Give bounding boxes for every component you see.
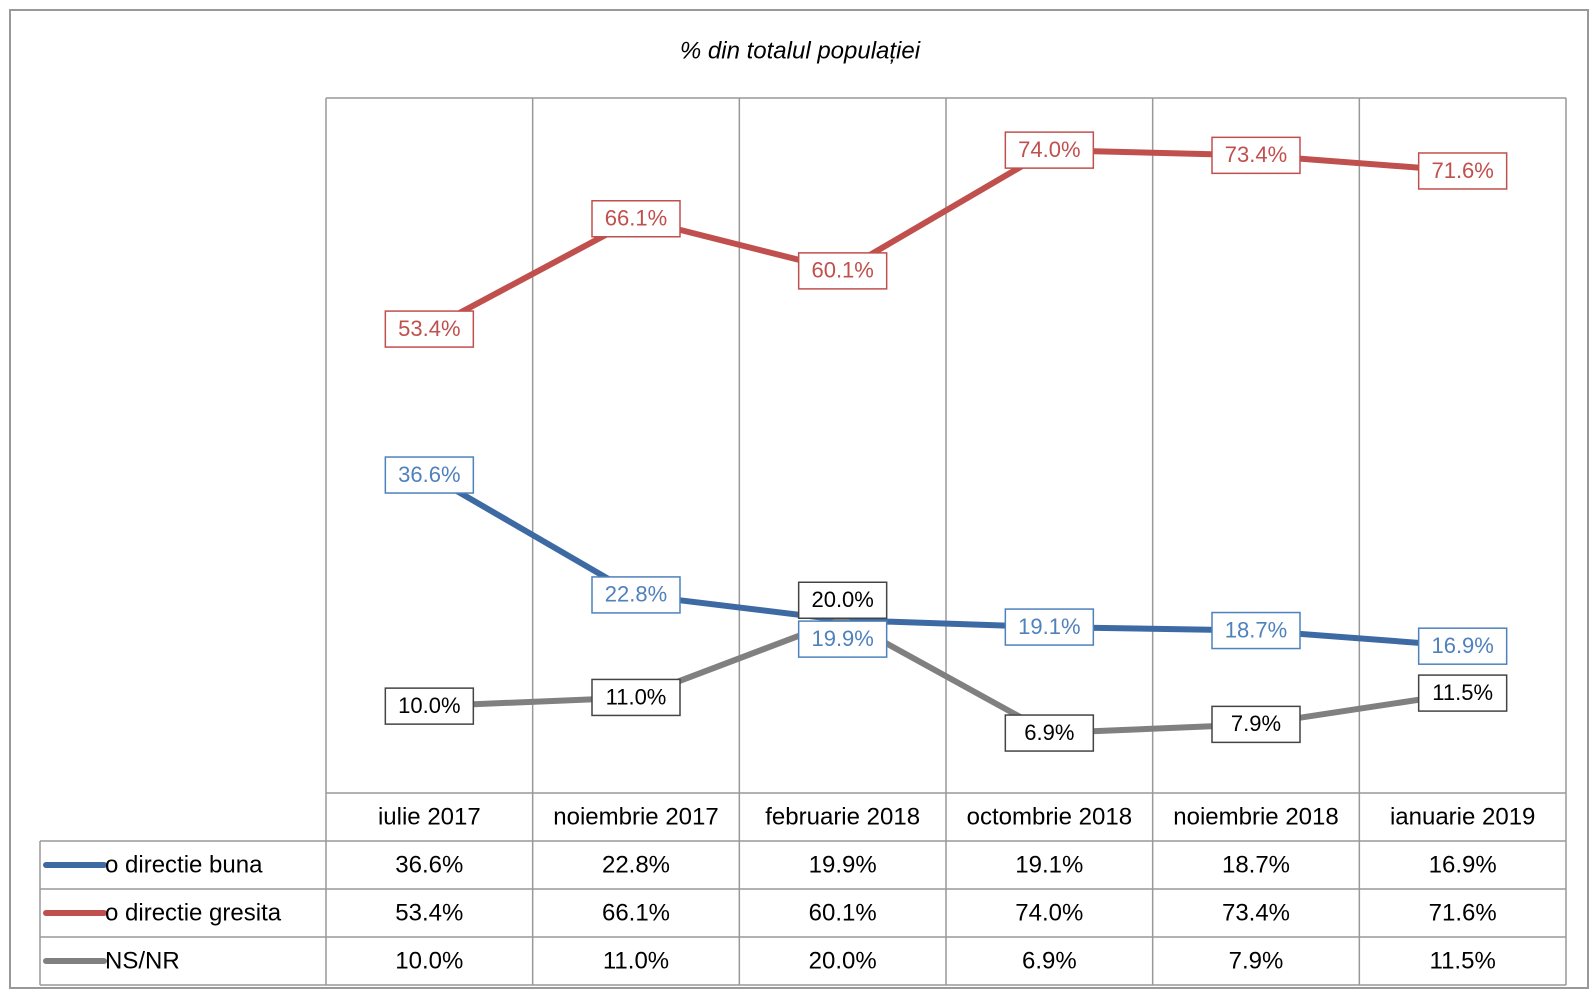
data-label-box (1417, 674, 1508, 712)
data-label-box (384, 687, 475, 725)
x-tick-label: iulie 2017 (378, 803, 481, 830)
data-label: 16.9% (1431, 633, 1493, 658)
data-label: 11.0% (606, 684, 667, 709)
data-label: 19.9% (811, 626, 873, 651)
data-label-box (591, 200, 681, 238)
legend-label: o directie buna (105, 851, 263, 878)
table-cell: 20.0% (809, 947, 877, 974)
data-label: 22.8% (605, 582, 667, 607)
chart-border (9, 9, 1589, 989)
data-label: 11.5% (1432, 680, 1493, 705)
x-tick-label: noiembrie 2017 (553, 803, 718, 830)
table-cell: 11.0% (603, 947, 669, 974)
table-cell: 16.9% (1429, 851, 1497, 878)
table-cell: 53.4% (395, 899, 463, 926)
data-label: 10.0% (398, 693, 460, 718)
data-label-box (1417, 152, 1508, 190)
legend-label: o directie gresita (105, 899, 282, 926)
data-label: 6.9% (1024, 720, 1074, 745)
x-tick-label: februarie 2018 (765, 803, 920, 830)
table-cell: 18.7% (1222, 851, 1290, 878)
table-cell: 36.6% (395, 851, 463, 878)
data-label-box (1211, 136, 1301, 175)
x-tick-label: octombrie 2018 (967, 803, 1132, 830)
table-cell: 19.1% (1015, 851, 1083, 878)
data-label: 60.1% (811, 258, 873, 283)
data-label: 74.0% (1018, 137, 1080, 162)
data-label-box (1211, 705, 1301, 744)
data-label: 71.6% (1431, 158, 1493, 183)
table-cell: 19.9% (809, 851, 877, 878)
data-label-box (591, 678, 681, 717)
table-cell: 11.5% (1430, 947, 1496, 974)
data-label-box (384, 456, 475, 494)
table-cell: 6.9% (1022, 947, 1077, 974)
data-label-box (797, 581, 888, 619)
legend-label: NS/NR (105, 947, 180, 974)
table-cell: 73.4% (1222, 899, 1290, 926)
x-tick-label: noiembrie 2018 (1173, 803, 1338, 830)
data-label: 19.1% (1018, 614, 1080, 639)
table-cell: 10.0% (395, 947, 463, 974)
data-label: 36.6% (398, 462, 460, 487)
data-label-box (797, 620, 888, 658)
data-label-box (1004, 608, 1095, 646)
table-cell: 66.1% (602, 899, 670, 926)
data-label-box (1417, 627, 1508, 665)
table-cell: 60.1% (809, 899, 877, 926)
data-label-box (384, 310, 475, 348)
data-label: 20.0% (811, 587, 873, 612)
data-label-box (797, 252, 888, 290)
data-label: 7.9% (1231, 711, 1281, 736)
table-cell: 71.6% (1429, 899, 1497, 926)
data-label: 53.4% (398, 316, 460, 341)
table-cell: 7.9% (1229, 947, 1284, 974)
data-label-box (591, 576, 681, 614)
chart-title: % din totalul populației (680, 37, 921, 64)
data-label: 73.4% (1225, 142, 1287, 167)
table-cell: 74.0% (1015, 899, 1083, 926)
data-label: 18.7% (1225, 617, 1287, 642)
data-label-box (1004, 131, 1095, 169)
data-label: 66.1% (605, 206, 667, 231)
data-label-box (1004, 714, 1095, 752)
x-tick-label: ianuarie 2019 (1390, 803, 1535, 830)
table-cell: 22.8% (602, 851, 670, 878)
data-label-box (1211, 611, 1301, 650)
